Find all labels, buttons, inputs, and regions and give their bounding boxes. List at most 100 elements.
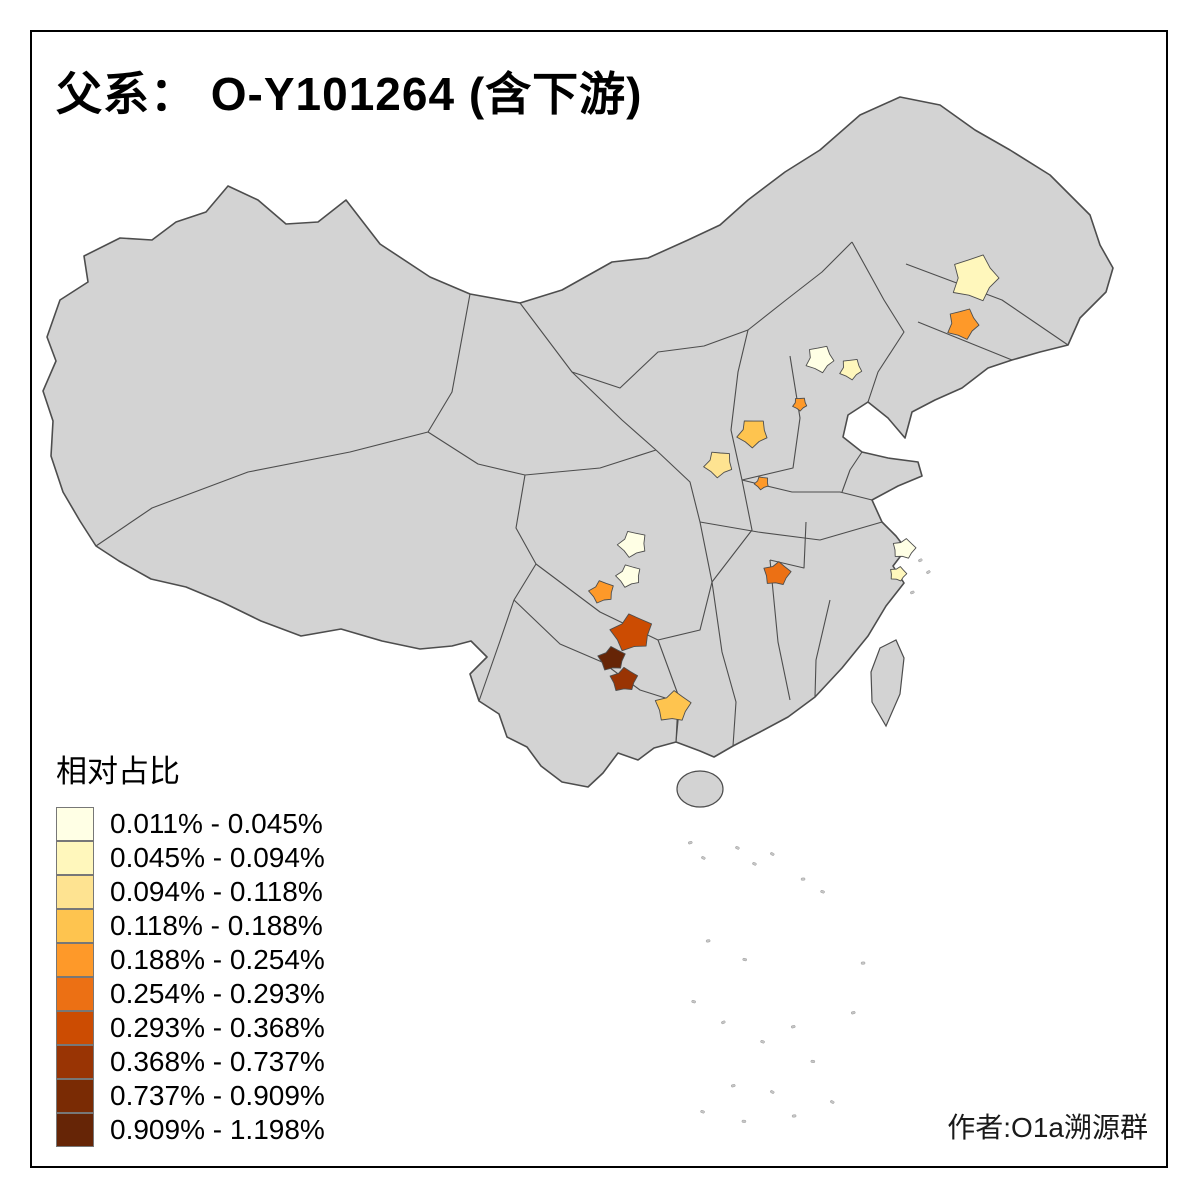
province-border-7 (851, 241, 905, 403)
map-region-south-sichuan-brown (609, 666, 639, 691)
legend-row-10: 0.909% - 1.198% (56, 1112, 325, 1147)
sea-island-speck (910, 590, 915, 595)
legend-label: 0.045% - 0.094% (110, 842, 325, 873)
sea-islands (688, 558, 931, 1123)
map-region-northeast-orange (947, 308, 980, 340)
legend-label: 0.254% - 0.293% (110, 978, 325, 1009)
map-region-west-sichuan-orange (588, 580, 614, 604)
sea-island-speck (918, 558, 923, 563)
sea-island-speck (810, 1059, 816, 1063)
mainland-outline (42, 96, 1114, 788)
legend-swatch (56, 1112, 94, 1147)
legend-row-1: 0.011% - 0.045% (56, 806, 325, 841)
legend-row-3: 0.094% - 0.118% (56, 874, 325, 909)
map-region-south-sichuan-darkest (597, 646, 626, 671)
sea-island-speck (730, 1084, 736, 1088)
sea-island-speck (705, 939, 711, 943)
sea-island-speck (752, 862, 757, 866)
legend-label: 0.118% - 0.188% (110, 910, 323, 941)
province-border-5 (524, 449, 657, 476)
sea-island-speck (830, 1100, 835, 1104)
legend-row-9: 0.737% - 0.909% (56, 1078, 325, 1113)
province-border-6 (571, 241, 853, 389)
legend-swatch (56, 840, 94, 875)
map-region-sichuan-cream (615, 564, 641, 588)
legend-row-6: 0.254% - 0.293% (56, 976, 325, 1011)
legend-row-4: 0.118% - 0.188% (56, 908, 325, 943)
map-region-beijing-cream (805, 345, 835, 374)
legend: 相对占比 0.011% - 0.045% 0.045% - 0.094% 0.094… (56, 746, 325, 1147)
highlighted-prefectures (588, 254, 1000, 721)
sea-island-speck (820, 890, 825, 894)
sea-island-speck (770, 852, 775, 856)
map-region-shaanxi-lightyellow (703, 451, 733, 479)
province-border-11 (741, 355, 801, 481)
sea-island-speck (691, 1000, 696, 1004)
legend-swatch (56, 1010, 94, 1045)
hainan-island (676, 770, 724, 808)
sea-island-speck (721, 1020, 726, 1025)
sea-island-speck (700, 1110, 705, 1114)
legend-swatch (56, 874, 94, 909)
map-title: 父系： O-Y101264 (含下游) (56, 68, 643, 120)
map-region-chengdu-deep-orange (609, 613, 653, 652)
sea-island-speck (770, 1090, 775, 1094)
province-border-9 (917, 321, 1013, 361)
province-border-18 (711, 581, 737, 747)
legend-swatch (56, 1078, 94, 1113)
province-border-1 (95, 293, 471, 547)
province-border-8 (905, 263, 1069, 346)
legend-swatch (56, 806, 94, 841)
legend-label: 0.293% - 0.368% (110, 1012, 325, 1043)
province-border-14 (699, 521, 883, 541)
sea-island-speck (735, 846, 740, 850)
legend-label: 0.368% - 0.737% (110, 1046, 325, 1077)
legend-label: 0.094% - 0.118% (110, 876, 323, 907)
sea-island-speck (741, 1119, 747, 1123)
map-region-henan-orange-dot (753, 476, 769, 491)
province-border-10 (730, 329, 749, 481)
map-region-hubei-orange (763, 561, 792, 585)
province-border-21 (711, 479, 753, 583)
map-region-shanxi-amber (736, 420, 768, 449)
province-border-3 (478, 474, 537, 702)
mainland-china-shape (42, 96, 1114, 808)
sea-island-speck (688, 841, 693, 845)
map-region-northeast-light (952, 254, 1000, 302)
sea-island-speck (790, 1025, 796, 1029)
map-region-shanxi-north-dot (792, 397, 808, 412)
legend-items: 0.011% - 0.045% 0.045% - 0.094% 0.094% - 0… (56, 806, 325, 1147)
map-region-north-sichuan-cream (616, 530, 646, 558)
outer-border-frame (30, 30, 1168, 1168)
map-region-north-zhejiang-pale (890, 566, 908, 582)
legend-row-5: 0.188% - 0.254% (56, 942, 325, 977)
province-border-20 (814, 599, 831, 698)
legend-label: 0.011% - 0.045% (110, 808, 323, 839)
province-border-15 (535, 521, 713, 641)
legend-row-8: 0.368% - 0.737% (56, 1044, 325, 1079)
taiwan-island (870, 639, 905, 728)
sea-island-speck (742, 957, 747, 962)
legend-swatch (56, 908, 94, 943)
sea-island-speck (850, 1011, 856, 1015)
legend-swatch (56, 976, 94, 1011)
map-region-guizhou-amber (654, 690, 692, 721)
province-border-2 (427, 431, 526, 476)
province-border-12 (655, 449, 701, 523)
sea-island-speck (791, 1114, 797, 1118)
sea-island-speck (800, 877, 806, 881)
legend-label: 0.188% - 0.254% (110, 944, 325, 975)
legend-swatch (56, 942, 94, 977)
province-border-23 (841, 451, 863, 493)
legend-label: 0.909% - 1.198% (110, 1114, 325, 1145)
province-border-4 (519, 302, 657, 451)
sea-island-speck (701, 856, 706, 860)
attribution-text: 作者:O1a溯源群 (947, 1112, 1148, 1143)
sea-island-speck (760, 1040, 765, 1044)
province-borders (95, 241, 1069, 747)
legend-row-2: 0.045% - 0.094% (56, 840, 325, 875)
map-region-shanghai-cream (892, 538, 917, 559)
legend-label: 0.737% - 0.909% (110, 1080, 325, 1111)
sea-island-speck (860, 961, 866, 965)
